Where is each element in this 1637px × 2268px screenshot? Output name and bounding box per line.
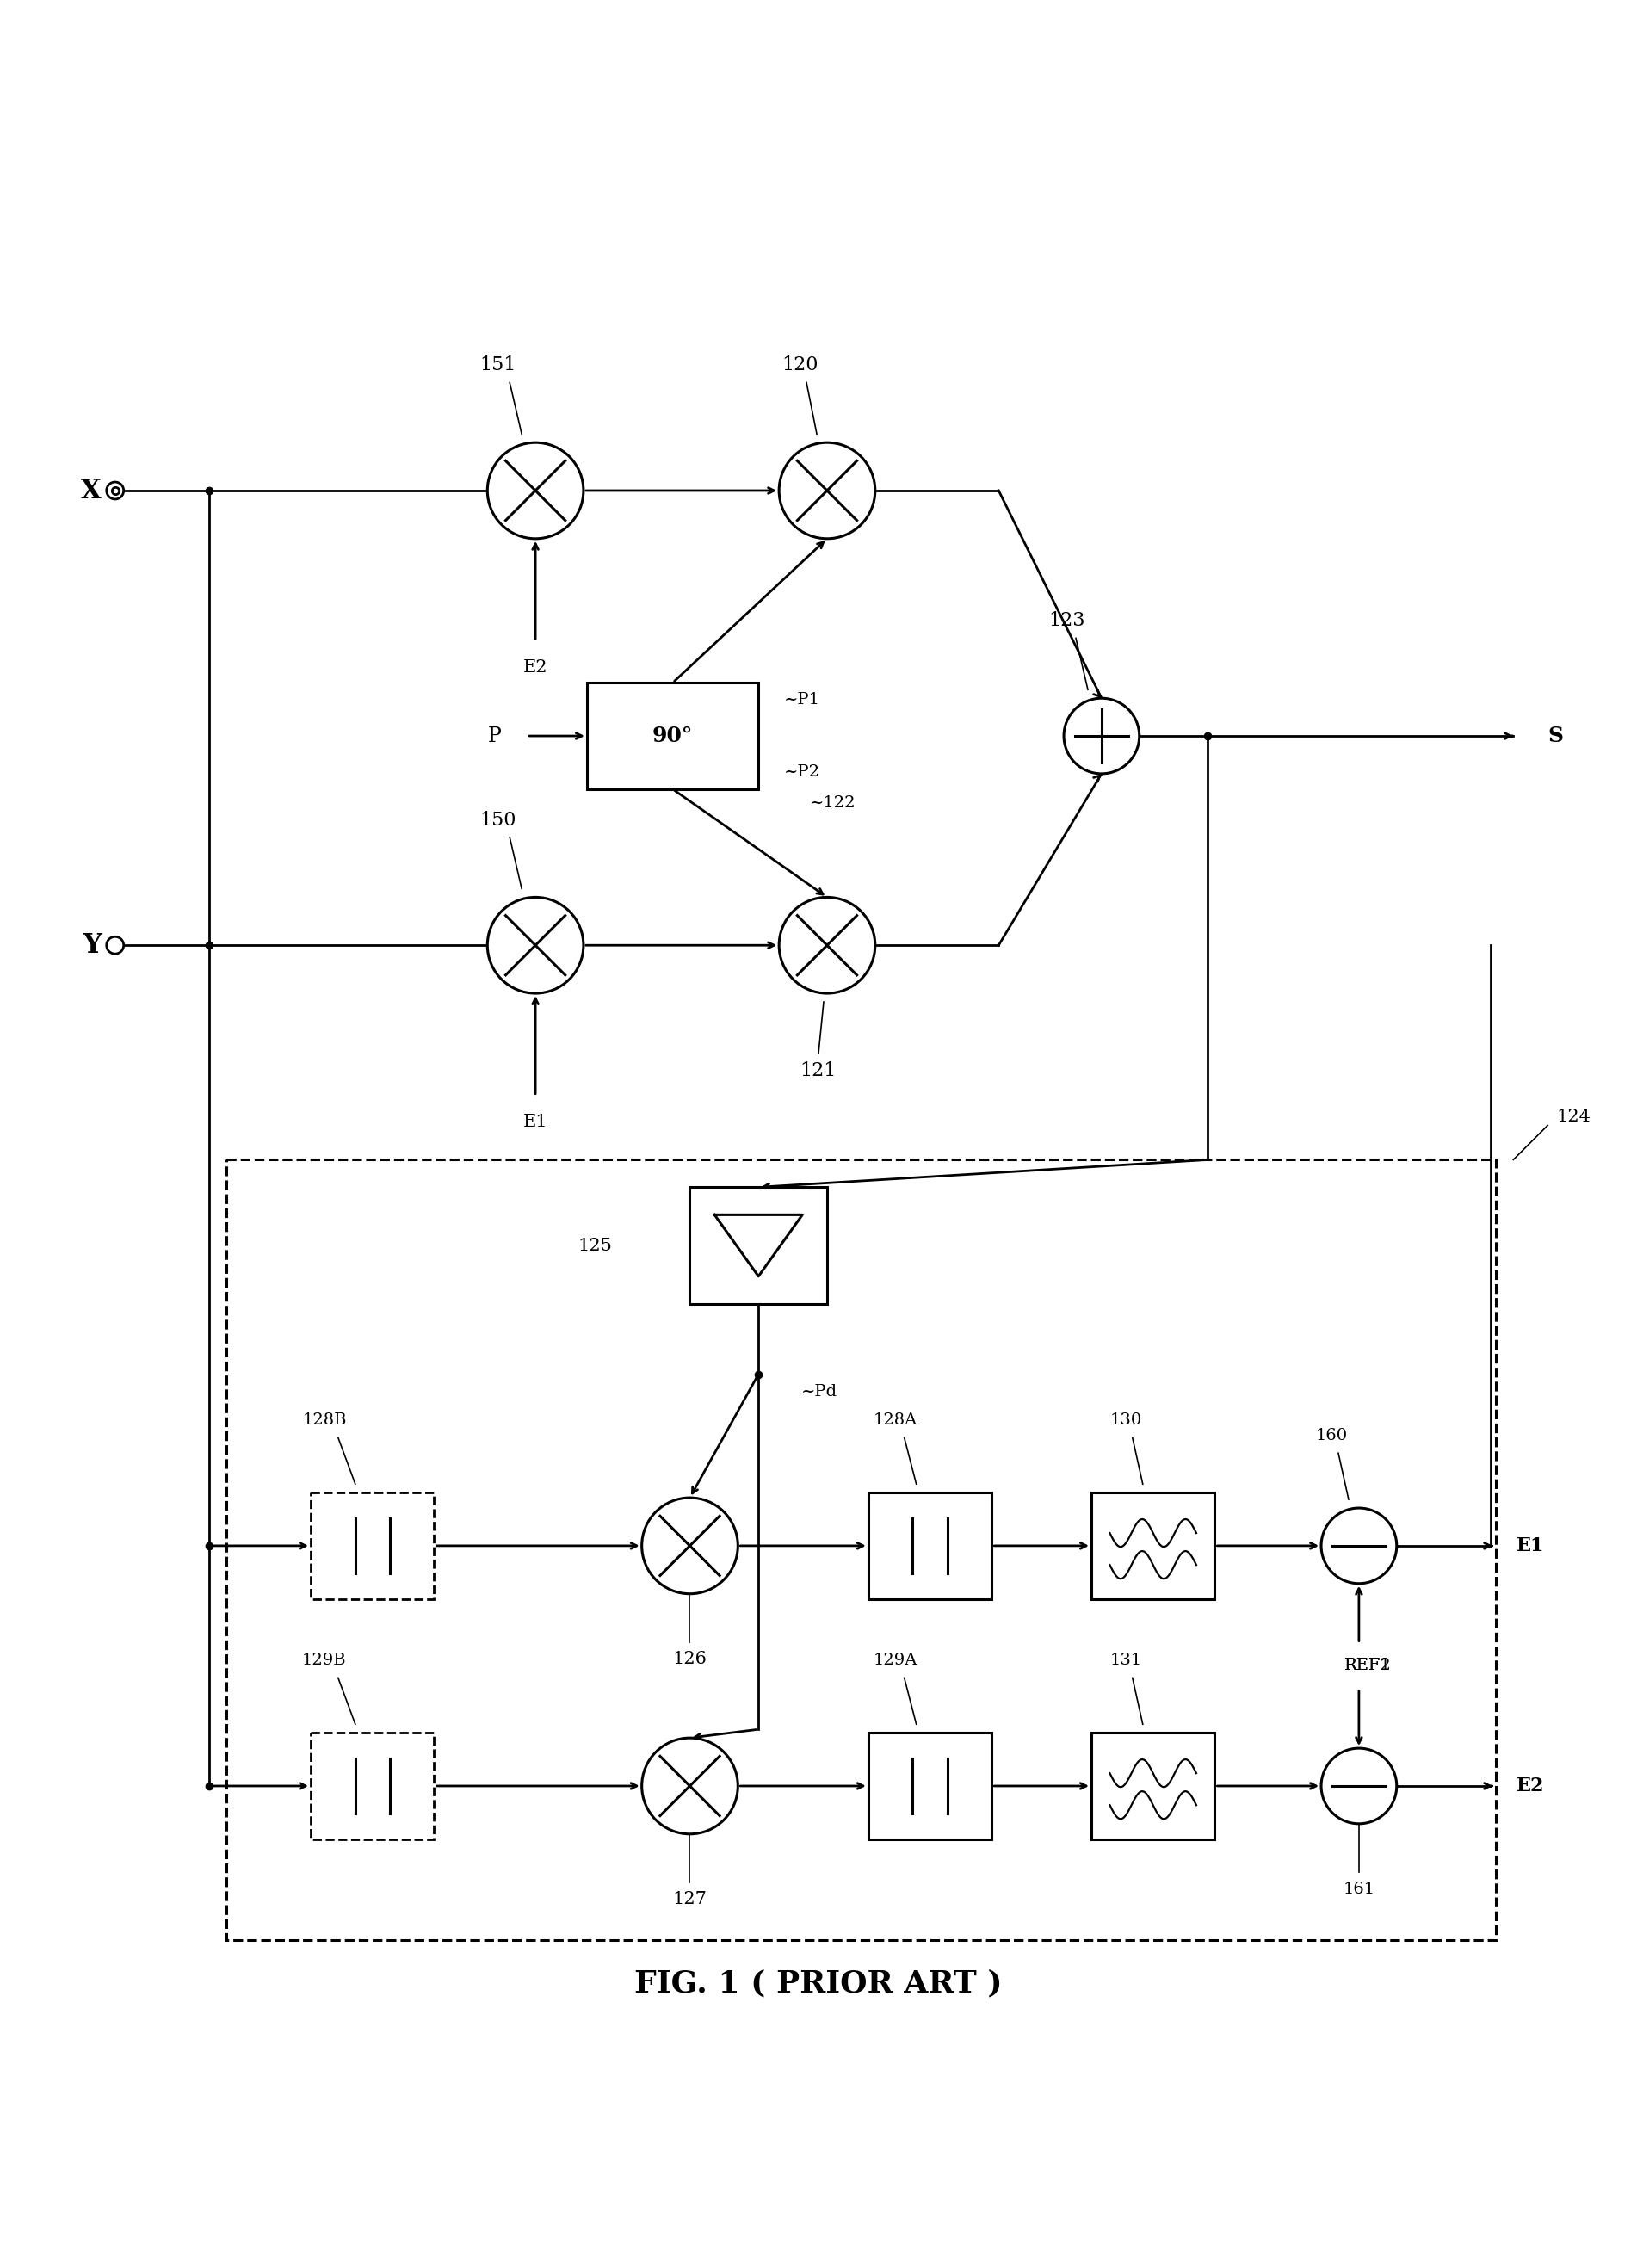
Bar <box>311 1492 434 1599</box>
Text: 127: 127 <box>673 1892 707 1907</box>
Text: REF2: REF2 <box>1344 1658 1391 1674</box>
Bar <box>868 1492 992 1599</box>
Text: 128B: 128B <box>303 1413 347 1429</box>
Text: ~P1: ~P1 <box>784 692 820 708</box>
Bar <box>868 1733 992 1839</box>
Circle shape <box>488 442 583 540</box>
Text: 124: 124 <box>1557 1109 1591 1125</box>
Text: 160: 160 <box>1316 1429 1347 1445</box>
Text: 125: 125 <box>578 1238 612 1254</box>
Circle shape <box>1321 1508 1396 1583</box>
Bar <box>588 683 758 789</box>
Text: 128A: 128A <box>874 1413 918 1429</box>
Circle shape <box>779 442 876 540</box>
Text: ~Pd: ~Pd <box>802 1383 838 1399</box>
Text: 126: 126 <box>673 1651 707 1667</box>
Text: 123: 123 <box>1049 612 1085 631</box>
Text: 131: 131 <box>1110 1653 1141 1669</box>
Bar <box>689 1186 827 1304</box>
Text: Y: Y <box>82 932 101 959</box>
Text: E2: E2 <box>1517 1776 1545 1796</box>
Circle shape <box>488 898 583 993</box>
Circle shape <box>1321 1749 1396 1823</box>
Text: 121: 121 <box>800 1061 837 1080</box>
Text: 130: 130 <box>1110 1413 1141 1429</box>
Text: 129A: 129A <box>874 1653 918 1669</box>
Text: X: X <box>80 476 101 503</box>
Text: 150: 150 <box>480 810 516 830</box>
Circle shape <box>779 898 876 993</box>
Text: ~122: ~122 <box>810 796 856 810</box>
Text: 90°: 90° <box>652 726 692 746</box>
Text: S: S <box>1547 726 1563 746</box>
Bar <box>1092 1733 1215 1839</box>
Text: 161: 161 <box>1342 1880 1375 1896</box>
Circle shape <box>642 1737 738 1835</box>
Text: E1: E1 <box>524 1114 548 1129</box>
Text: 120: 120 <box>781 356 818 374</box>
Circle shape <box>642 1497 738 1594</box>
Bar <box>1092 1492 1215 1599</box>
Text: ~P2: ~P2 <box>784 764 820 780</box>
Text: REF1: REF1 <box>1344 1658 1391 1674</box>
Bar <box>311 1733 434 1839</box>
Bar <box>226 1159 1496 1941</box>
Text: P: P <box>488 726 501 746</box>
Circle shape <box>1064 699 1139 773</box>
Text: 151: 151 <box>480 356 516 374</box>
Text: E1: E1 <box>1517 1535 1545 1556</box>
Text: E2: E2 <box>524 660 548 676</box>
Text: FIG. 1 ( PRIOR ART ): FIG. 1 ( PRIOR ART ) <box>635 1969 1002 1998</box>
Text: 129B: 129B <box>303 1653 347 1669</box>
